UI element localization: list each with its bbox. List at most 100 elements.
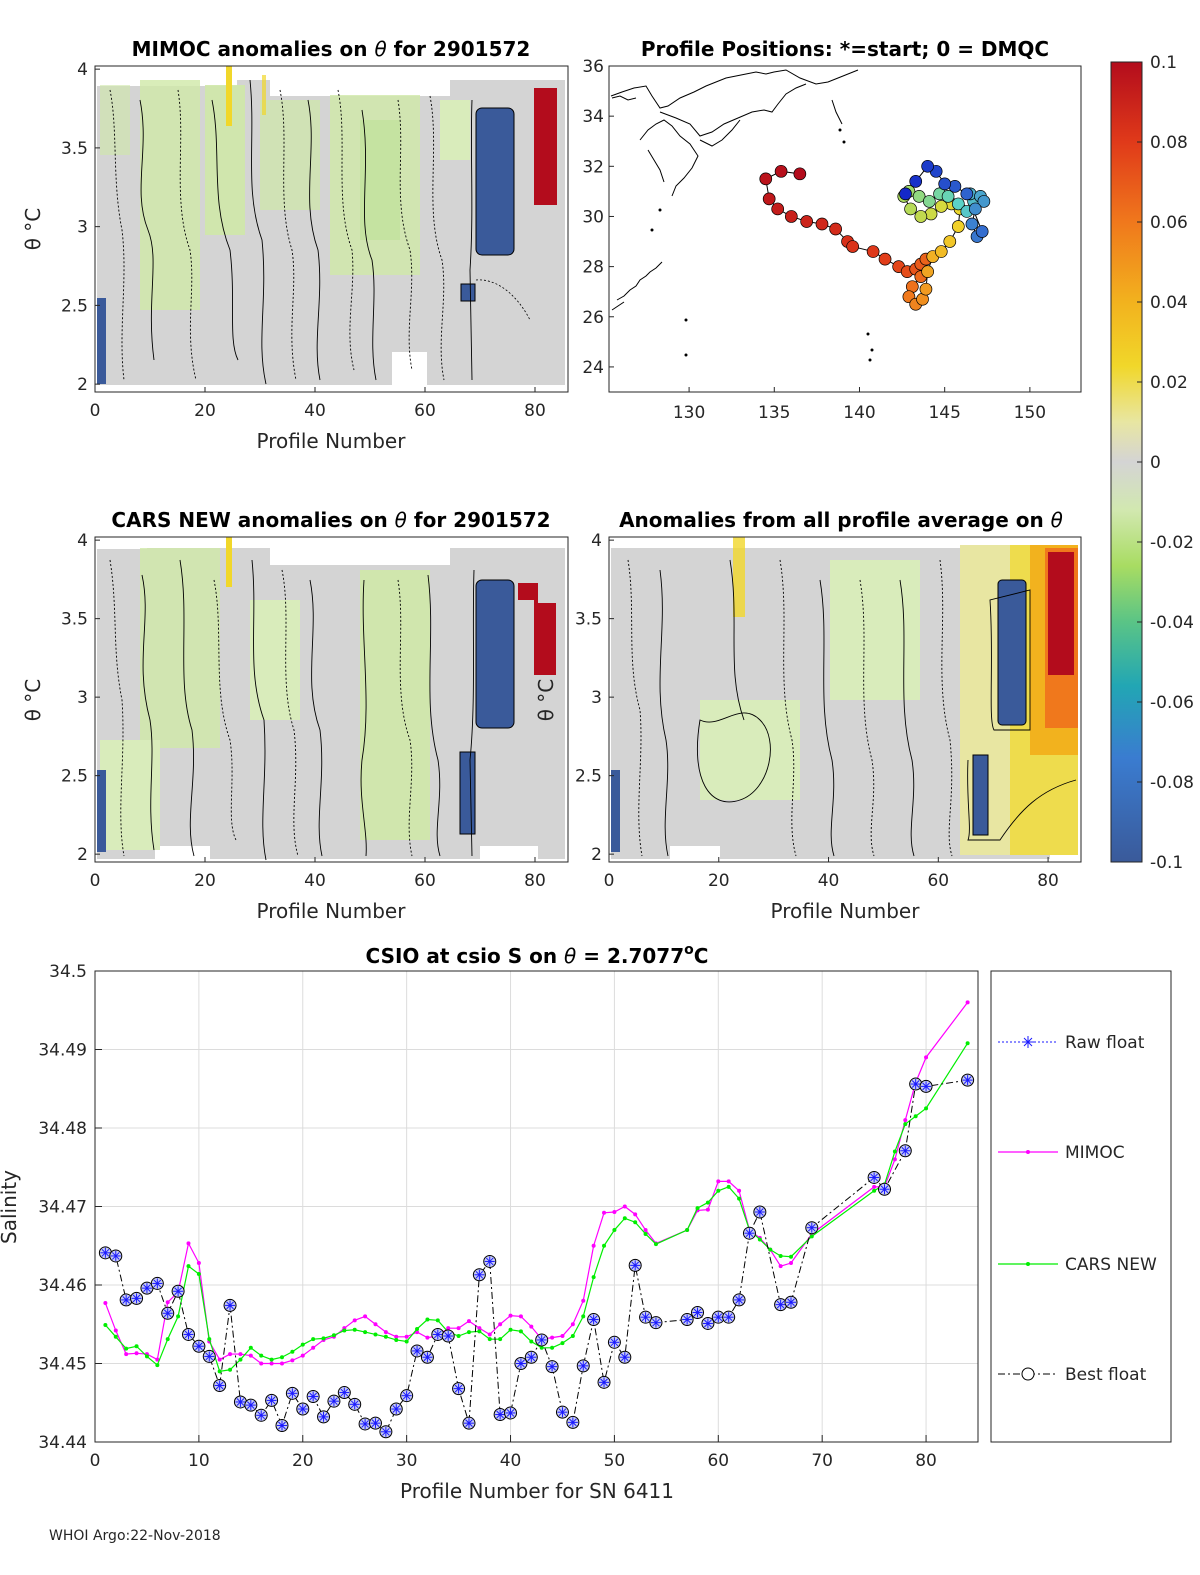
colorbar-tick-label: 0.02	[1150, 373, 1188, 393]
cars-point	[560, 1341, 565, 1346]
cars-ytick-label: 3.5	[61, 610, 88, 630]
raw-float-point	[370, 1418, 381, 1429]
raw-float-point	[432, 1329, 443, 1340]
mimoc-point	[518, 1314, 523, 1319]
positions-ytick-label: 24	[582, 358, 604, 378]
positions-ytick-label: 28	[582, 258, 604, 278]
cars-point	[965, 1041, 970, 1046]
cars-point	[134, 1344, 139, 1349]
mimoc-axes-frame	[94, 65, 569, 393]
cars-point	[602, 1243, 607, 1248]
raw-float-point	[495, 1409, 506, 1420]
raw-float-point	[318, 1411, 329, 1422]
track-point	[921, 159, 934, 173]
avg-ytick-label: 3.5	[575, 610, 602, 630]
mimoc-point	[778, 1264, 783, 1269]
track-point	[922, 195, 936, 208]
raw-float-point	[557, 1407, 568, 1418]
cars-ylabel: θ °C	[21, 679, 45, 722]
raw-float-point	[214, 1380, 225, 1391]
cars-point	[633, 1220, 638, 1225]
colorbar: 0.1 0.08 0.06 0.04 0.02 0 -0.02 -0.04 -0.06 -0.08…	[1110, 53, 1194, 873]
raw-float-point	[100, 1247, 111, 1258]
raw-float-point	[900, 1145, 911, 1156]
mimoc-point	[643, 1228, 648, 1233]
avg-panel: Anomalies from all profile average on θ …	[534, 508, 1082, 923]
salinity-ytick-label: 34.45	[38, 1355, 87, 1375]
mimoc-point	[591, 1243, 596, 1248]
raw-float-point	[588, 1314, 599, 1325]
colorbar-tick-label: -0.1	[1150, 853, 1183, 873]
track-point	[800, 215, 814, 228]
raw-float-point	[152, 1278, 163, 1289]
cars-point	[176, 1314, 181, 1319]
raw-float-point	[110, 1250, 121, 1261]
cars-point	[425, 1317, 430, 1322]
raw-float-point	[245, 1400, 256, 1411]
salinity-ytick-label: 34.44	[38, 1433, 87, 1453]
cars-xtick-label: 80	[524, 871, 546, 891]
mimoc-point	[581, 1298, 586, 1303]
colorbar-tick-label: 0.06	[1150, 213, 1188, 233]
raw-float-point	[921, 1081, 932, 1092]
cars-point	[892, 1149, 897, 1154]
raw-float-point	[734, 1294, 745, 1305]
legend-box	[990, 970, 1172, 1443]
cars-point	[456, 1334, 461, 1339]
mimoc-point	[924, 1055, 929, 1060]
track-point	[938, 177, 952, 191]
raw-float-point	[297, 1404, 308, 1415]
mimoc-point	[446, 1326, 451, 1331]
raw-float-point	[536, 1334, 547, 1345]
raw-float-point	[723, 1312, 734, 1323]
mimoc-point	[498, 1322, 503, 1327]
cars-point	[685, 1228, 690, 1233]
mimoc-point	[466, 1319, 471, 1324]
cars-point	[643, 1231, 648, 1236]
colorbar-tick-label: 0.08	[1150, 133, 1188, 153]
cars-point	[113, 1334, 118, 1339]
mimoc-ytick-label: 4	[77, 60, 88, 80]
cars-point	[477, 1329, 482, 1334]
salinity-xtick-label: 80	[915, 1451, 937, 1471]
raw-float-point	[328, 1396, 339, 1407]
salinity-xtick-label: 10	[188, 1451, 210, 1471]
cars-point	[155, 1363, 160, 1368]
cars-point	[228, 1367, 233, 1372]
salinity-xtick-label: 0	[90, 1451, 101, 1471]
track-point	[977, 195, 991, 208]
raw-float-point	[121, 1294, 132, 1305]
cars-point	[279, 1355, 284, 1360]
mimoc-xtick-label: 60	[414, 401, 436, 421]
raw-float-point	[650, 1317, 661, 1328]
mimoc-field	[95, 66, 568, 392]
legend-label: CARS NEW	[1065, 1255, 1157, 1275]
cars-point	[487, 1337, 492, 1342]
cars-point	[259, 1353, 264, 1358]
raw-float-point	[526, 1352, 537, 1363]
mimoc-point	[602, 1210, 607, 1215]
avg-xtick-label: 40	[818, 871, 840, 891]
raw-float-point	[567, 1417, 578, 1428]
raw-float-point	[276, 1420, 287, 1431]
mimoc-xtick-label: 0	[90, 401, 101, 421]
cars-point	[809, 1234, 814, 1239]
cars-point	[394, 1337, 399, 1342]
cars-point	[622, 1216, 627, 1221]
track-point	[951, 197, 965, 211]
raw-float-point	[173, 1286, 184, 1297]
mimoc-point	[456, 1326, 461, 1331]
cars-point	[311, 1337, 316, 1342]
mimoc-ytick-label: 2.5	[61, 296, 88, 316]
raw-float-point	[401, 1390, 412, 1401]
raw-float-point	[702, 1318, 713, 1329]
cars-point	[466, 1330, 471, 1335]
legend-item-cars: CARS NEW	[998, 1255, 1157, 1275]
colorbar-tick-label: 0.1	[1150, 53, 1177, 73]
cars-title: CARS NEW anomalies on θ for 2901572	[111, 508, 550, 532]
track-point	[975, 225, 989, 238]
cars-point	[269, 1357, 274, 1362]
track-point	[793, 167, 807, 181]
positions-ytick-label: 26	[582, 308, 604, 328]
salinity-xtick-label: 20	[292, 1451, 314, 1471]
